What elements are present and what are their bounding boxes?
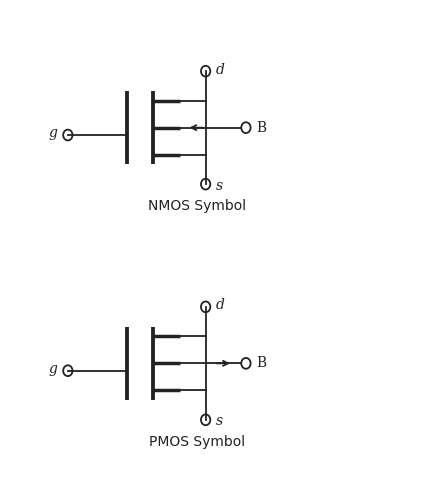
Text: s: s [216,179,223,192]
Text: d: d [216,63,225,77]
Text: PMOS Symbol: PMOS Symbol [149,435,245,449]
Text: g: g [49,126,58,140]
Text: g: g [49,362,58,376]
Text: B: B [256,121,266,135]
Text: B: B [256,356,266,370]
Text: s: s [216,414,223,428]
Text: d: d [216,299,225,312]
Text: NMOS Symbol: NMOS Symbol [148,199,246,213]
